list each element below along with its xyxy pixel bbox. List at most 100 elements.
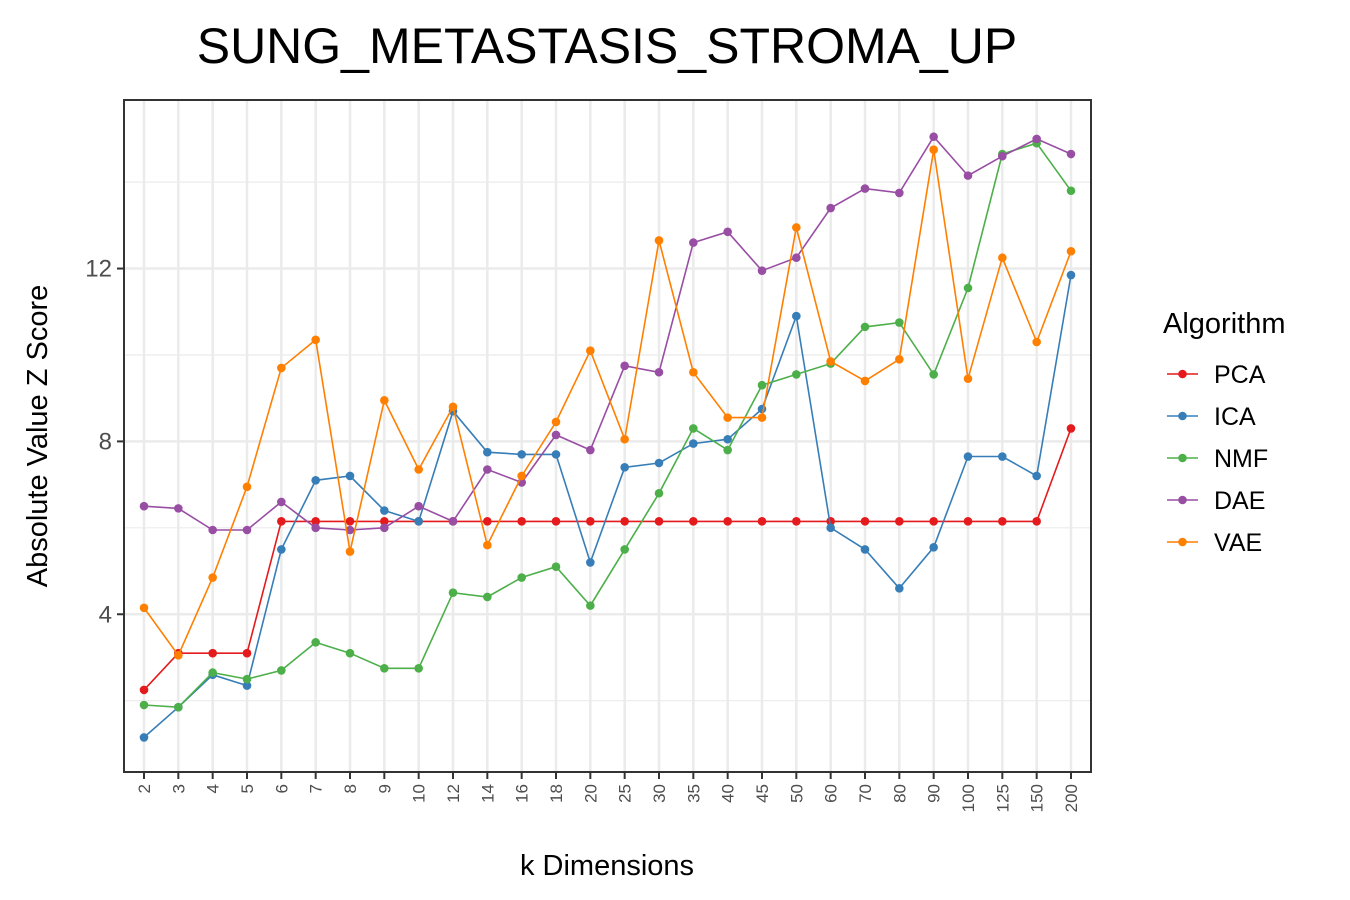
- data-point-pca: [860, 517, 870, 526]
- data-point-pca: [929, 517, 938, 526]
- legend-item-pca: PCA: [1167, 361, 1266, 389]
- data-point-vae: [345, 547, 355, 556]
- data-point-ica: [551, 450, 561, 459]
- data-point-dae: [654, 367, 664, 377]
- data-point-vae: [860, 376, 870, 386]
- data-point-nmf: [757, 380, 767, 390]
- data-point-nmf: [1066, 186, 1076, 196]
- data-point-ica: [277, 545, 286, 554]
- x-tick-label: 45: [753, 784, 772, 803]
- data-point-dae: [380, 523, 389, 533]
- data-point-nmf: [242, 674, 252, 684]
- x-tick-label: 20: [581, 784, 600, 803]
- data-point-pca: [689, 517, 698, 526]
- data-point-pca: [345, 517, 355, 526]
- data-point-nmf: [620, 545, 629, 554]
- data-point-nmf: [963, 283, 973, 293]
- data-point-nmf: [483, 592, 492, 602]
- x-tick-label: 3: [169, 784, 188, 793]
- data-point-ica: [620, 463, 629, 472]
- chart-title: SUNG_METASTASIS_STROMA_UP: [197, 18, 1018, 74]
- legend-item-ica: ICA: [1167, 403, 1256, 431]
- data-point-ica: [586, 558, 595, 567]
- x-tick-label: 14: [478, 784, 497, 803]
- series-line-dae: [143, 135, 1072, 531]
- data-point-ica: [792, 311, 801, 321]
- data-point-dae: [860, 184, 870, 193]
- x-tick-label: 90: [925, 784, 944, 803]
- x-tick-label: 150: [1028, 784, 1047, 812]
- data-point-dae: [208, 525, 217, 535]
- data-point-pca: [517, 517, 526, 526]
- data-point-ica: [242, 681, 252, 690]
- data-point-pca: [723, 517, 732, 526]
- data-point-nmf: [208, 668, 217, 677]
- data-point-vae: [448, 402, 458, 412]
- x-tick-label: 200: [1062, 784, 1081, 812]
- series-vae: [139, 145, 1076, 660]
- data-point-pca: [586, 517, 595, 526]
- series-layer: [139, 132, 1076, 742]
- series-nmf: [139, 138, 1076, 712]
- data-point-nmf: [689, 424, 698, 433]
- y-axis-title: Absolute Value Z Score: [22, 285, 54, 588]
- data-point-vae: [139, 603, 149, 613]
- data-point-nmf: [586, 601, 595, 610]
- data-point-dae: [826, 203, 835, 213]
- data-point-pca: [208, 648, 217, 658]
- data-point-pca: [654, 517, 664, 526]
- data-point-ica: [483, 447, 492, 457]
- legend-item-vae: VAE: [1167, 529, 1262, 557]
- data-point-dae: [311, 523, 320, 533]
- data-point-ica: [689, 439, 698, 448]
- data-point-ica: [414, 517, 423, 526]
- data-point-pca: [311, 517, 320, 526]
- y-tick-label: 12: [85, 256, 112, 283]
- data-point-ica: [929, 542, 938, 552]
- data-point-nmf: [174, 702, 183, 712]
- data-point-vae: [792, 223, 801, 232]
- data-point-dae: [414, 501, 423, 511]
- data-point-dae: [277, 497, 286, 507]
- data-point-ica: [1066, 270, 1076, 280]
- data-point-ica: [998, 452, 1007, 461]
- x-tick-label: 9: [375, 784, 394, 793]
- data-point-dae: [483, 465, 492, 474]
- x-tick-label: 60: [822, 784, 841, 803]
- data-point-vae: [689, 367, 698, 377]
- x-tick-label: 4: [204, 784, 223, 793]
- grid-lines: [124, 100, 1091, 772]
- data-point-dae: [689, 238, 698, 247]
- x-tick-label: 6: [272, 784, 291, 793]
- data-point-dae: [963, 171, 973, 180]
- legend-label: ICA: [1214, 403, 1256, 431]
- data-point-dae: [757, 266, 767, 276]
- x-tick-label: 7: [307, 784, 326, 793]
- x-tick-label: 8: [341, 784, 360, 793]
- data-point-pca: [277, 517, 286, 526]
- data-point-vae: [757, 413, 767, 422]
- series-line-vae: [143, 149, 1072, 657]
- data-point-nmf: [311, 638, 320, 647]
- x-tick-label: 70: [856, 784, 875, 803]
- data-point-pca: [895, 517, 904, 526]
- x-tick-label: 30: [650, 784, 669, 803]
- x-tick-label: 5: [238, 784, 257, 793]
- data-point-pca: [998, 517, 1007, 526]
- x-tick-label: 50: [787, 784, 806, 803]
- data-point-dae: [448, 517, 458, 526]
- plot-border: [123, 99, 1092, 773]
- data-point-ica: [311, 475, 320, 485]
- data-point-ica: [517, 450, 526, 459]
- data-point-vae: [929, 145, 938, 154]
- data-point-vae: [620, 434, 629, 444]
- x-tick-label: 125: [993, 784, 1012, 812]
- data-point-ica: [895, 584, 904, 593]
- data-point-vae: [380, 396, 389, 405]
- data-point-pca: [139, 685, 149, 695]
- data-point-dae: [792, 253, 801, 263]
- data-point-nmf: [895, 318, 904, 327]
- data-point-dae: [551, 430, 561, 440]
- data-point-nmf: [792, 370, 801, 379]
